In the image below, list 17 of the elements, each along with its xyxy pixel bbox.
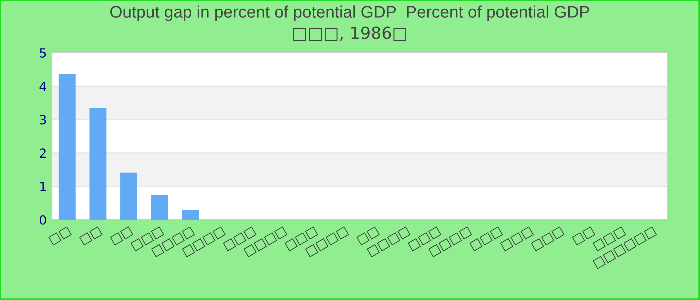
bar [151,194,168,220]
y-tick-label: 5 [40,48,46,58]
y-tick-label: 2 [40,148,46,158]
x-tick-label: □□ [79,226,103,246]
bar [120,172,138,220]
y-tick-label: 4 [40,82,46,92]
x-tick-label: □□ [572,226,596,246]
bar [90,108,107,220]
bar [182,210,200,220]
y-tick-label: 1 [40,182,46,192]
x-tick-label: □□ [48,226,72,246]
y-tick-label: 3 [40,115,46,125]
chart-subtitle: □□□, 1986□ [294,26,406,42]
chart-title: Output gap in percent of potential GDP Percent of potential GDP [110,6,590,22]
x-tick-label: □□ [110,226,134,246]
bar [58,74,76,220]
y-tick-label: 0 [40,215,46,225]
